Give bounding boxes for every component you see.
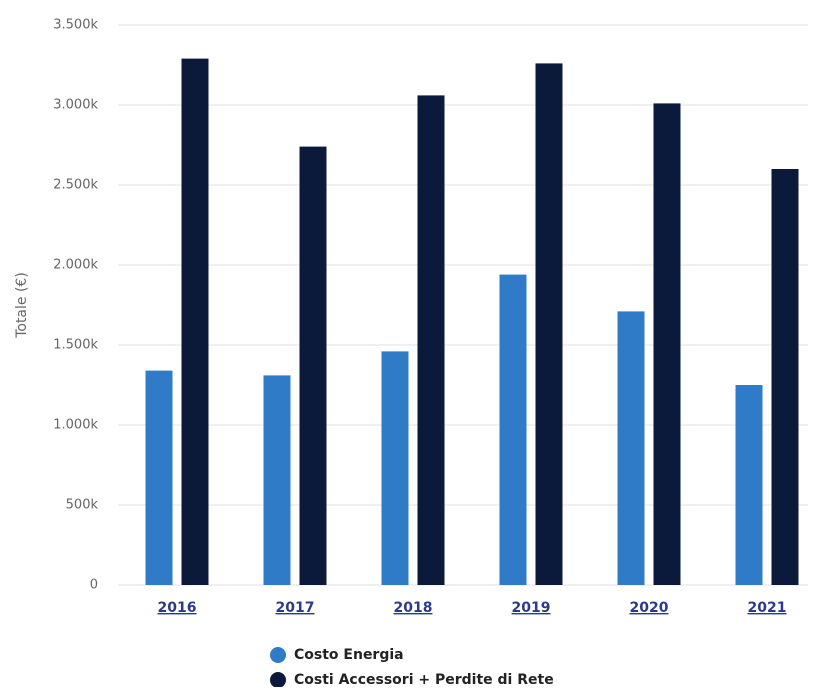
- bar: [771, 169, 799, 585]
- bar: [299, 146, 327, 585]
- legend-marker[interactable]: [270, 647, 286, 663]
- bar: [499, 274, 527, 585]
- x-tick-label[interactable]: 2019: [512, 600, 551, 616]
- x-tick-label[interactable]: 2018: [394, 600, 433, 616]
- y-tick-label: 3.500k: [53, 18, 98, 33]
- y-tick-label: 2.000k: [53, 258, 98, 273]
- legend-label[interactable]: Costo Energia: [294, 647, 404, 663]
- bar: [617, 311, 645, 585]
- x-tick-label[interactable]: 2021: [748, 600, 787, 616]
- y-tick-label: 2.500k: [53, 178, 98, 193]
- y-axis-label: Totale (€): [14, 272, 30, 339]
- bar: [417, 95, 445, 586]
- bar: [181, 58, 209, 586]
- x-tick-label[interactable]: 2020: [630, 600, 669, 616]
- bar: [263, 375, 291, 585]
- legend-label[interactable]: Costi Accessori + Perdite di Rete: [294, 672, 554, 688]
- y-tick-label: 1.000k: [53, 418, 98, 433]
- y-tick-label: 3.000k: [53, 98, 98, 113]
- legend-marker[interactable]: [270, 672, 286, 688]
- y-tick-label: 0: [90, 578, 98, 593]
- bar: [735, 385, 763, 585]
- x-tick-label[interactable]: 2017: [276, 600, 315, 616]
- y-tick-label: 1.500k: [53, 338, 98, 353]
- x-tick-label[interactable]: 2016: [158, 600, 197, 616]
- bar: [145, 370, 173, 585]
- y-tick-label: 500k: [66, 498, 99, 513]
- bar: [535, 63, 563, 585]
- bar: [381, 351, 409, 585]
- bar: [653, 103, 681, 586]
